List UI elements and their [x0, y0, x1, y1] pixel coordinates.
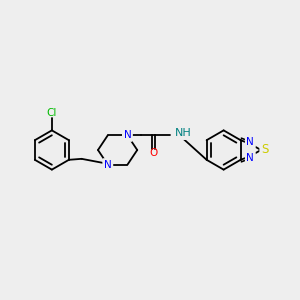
Text: Cl: Cl: [47, 108, 57, 118]
Text: N: N: [104, 160, 112, 170]
Text: N: N: [124, 130, 131, 140]
Text: N: N: [247, 137, 254, 147]
Text: O: O: [149, 148, 158, 158]
Text: NH: NH: [175, 128, 191, 138]
Text: S: S: [261, 143, 268, 157]
Text: N: N: [247, 153, 254, 163]
